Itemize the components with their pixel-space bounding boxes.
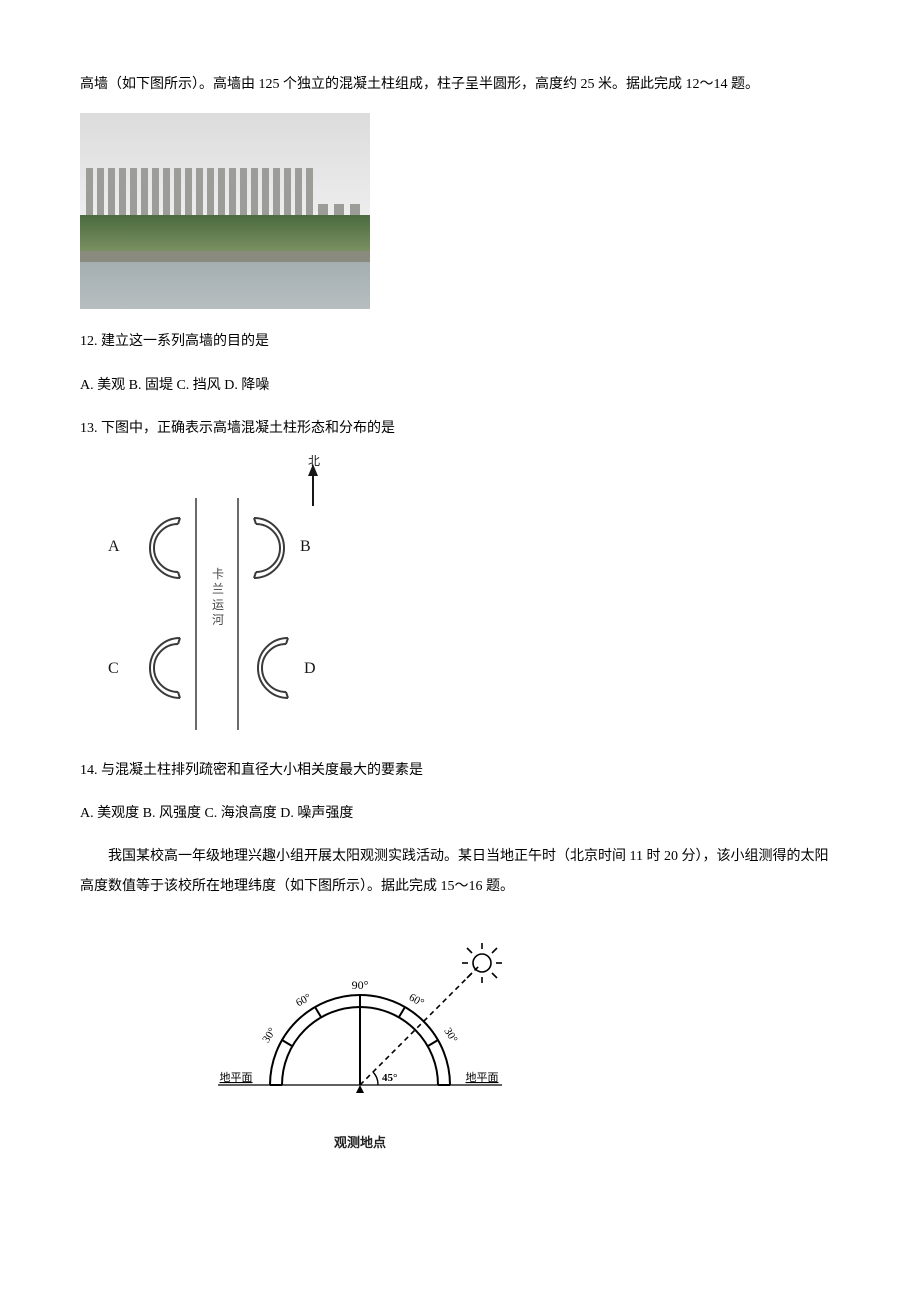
photo-bank xyxy=(80,251,370,263)
exam-page: 高墙（如下图所示）。高墙由 125 个独立的混凝土柱组成，柱子呈半圆形，高度约 … xyxy=(0,0,920,1302)
horizon-right-label: 地平面 xyxy=(466,1071,499,1084)
channel-label: 卡 兰 运 河 xyxy=(212,566,224,628)
plan-label-b: B xyxy=(300,538,311,556)
q12-stem: 12. 建立这一系列高墙的目的是 xyxy=(80,327,840,356)
sun-altitude-svg: 90° 60° 60° 30° 30° 45° 地平面 地平面 xyxy=(210,915,510,1125)
wall-photo-figure xyxy=(80,113,840,309)
passage-2: 我国某校高一年级地理兴趣小组开展太阳观测实践活动。某日当地正午时（北京时间 11… xyxy=(80,842,840,901)
plan-view-figure: A B C D 北 卡 兰 运 河 xyxy=(80,458,840,738)
north-label: 北 xyxy=(308,452,320,469)
sun-altitude-figure: 90° 60° 60° 30° 30° 45° 地平面 地平面 观测地点 xyxy=(200,915,520,1151)
sun-label-r60: 60° xyxy=(407,992,426,1010)
sun-caption: 观测地点 xyxy=(200,1132,520,1151)
plan-diagram: A B C D 北 卡 兰 运 河 xyxy=(88,458,348,738)
plan-label-d: D xyxy=(304,660,316,678)
sun-label-r30: 30° xyxy=(441,1026,459,1045)
q12-options: A. 美观 B. 固堤 C. 挡风 D. 降噪 xyxy=(80,371,840,400)
intro-paragraph: 高墙（如下图所示）。高墙由 125 个独立的混凝土柱组成，柱子呈半圆形，高度约 … xyxy=(80,70,840,99)
photo-water xyxy=(80,262,370,309)
q14-options: A. 美观度 B. 风强度 C. 海浪高度 D. 噪声强度 xyxy=(80,799,840,828)
q14-stem: 14. 与混凝土柱排列疏密和直径大小相关度最大的要素是 xyxy=(80,756,840,785)
q13-stem: 13. 下图中，正确表示高墙混凝土柱形态和分布的是 xyxy=(80,414,840,443)
channel-char-1: 兰 xyxy=(212,582,224,598)
plan-label-c: C xyxy=(108,660,119,678)
sun-label-90: 90° xyxy=(352,978,369,992)
channel-char-3: 河 xyxy=(212,613,224,629)
sun-label-l60: 60° xyxy=(294,992,313,1010)
wall-photo xyxy=(80,113,370,309)
horizon-left-label: 地平面 xyxy=(220,1071,253,1084)
sun-label-45: 45° xyxy=(382,1072,397,1084)
sun-label-l30: 30° xyxy=(260,1026,278,1045)
plan-label-a: A xyxy=(108,538,120,556)
photo-greenery xyxy=(80,215,370,250)
channel-char-2: 运 xyxy=(212,598,224,614)
channel-char-0: 卡 xyxy=(212,566,224,582)
